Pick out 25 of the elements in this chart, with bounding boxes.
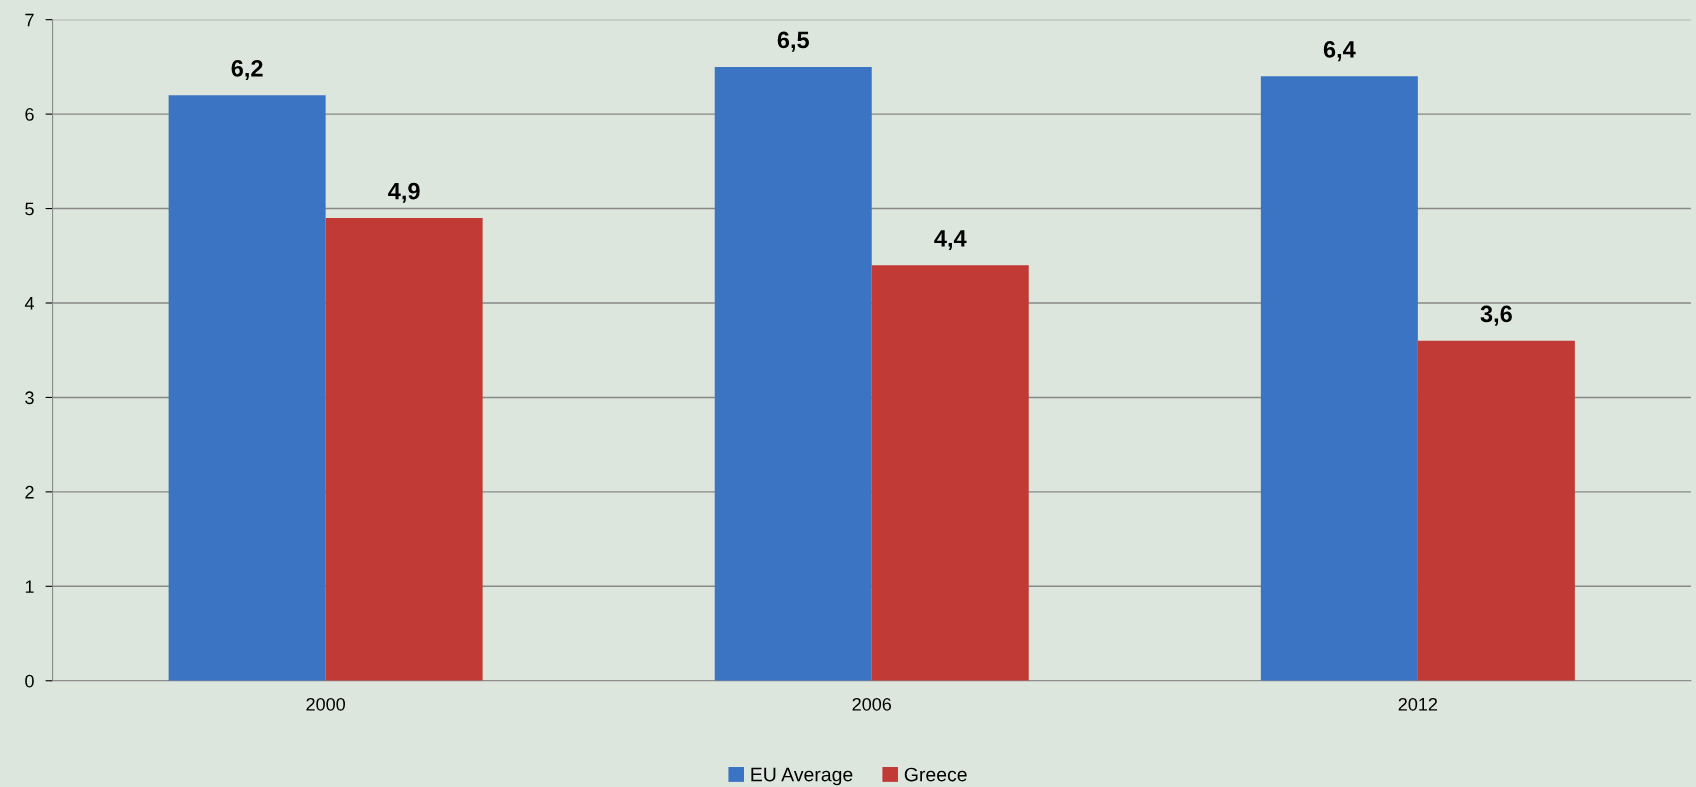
data-label: 4,4 <box>934 230 967 251</box>
y-tick-label: 1 <box>25 580 34 593</box>
bar <box>1260 76 1418 681</box>
y-tick-label: 5 <box>25 202 34 216</box>
data-label: 3,6 <box>1480 305 1512 326</box>
y-tick-label: 7 <box>25 13 34 27</box>
data-label: 4,9 <box>388 182 420 203</box>
y-tick-label: 3 <box>25 391 34 405</box>
bar <box>168 95 326 681</box>
data-label: 6,4 <box>1323 41 1356 62</box>
legend-label: EU Average <box>751 767 853 786</box>
data-label: 6,2 <box>231 59 263 81</box>
x-tick-label: 2012 <box>1398 697 1438 711</box>
bar <box>871 265 1029 681</box>
bar <box>325 218 483 681</box>
legend-label: Greece <box>904 767 967 782</box>
bar <box>714 66 872 681</box>
y-tick-label: 4 <box>24 297 34 310</box>
x-tick-label: 2000 <box>306 697 346 711</box>
y-tick-label: 0 <box>25 674 34 688</box>
data-label: 6,5 <box>777 31 809 52</box>
y-tick-label: 6 <box>25 108 34 121</box>
y-tick-label: 2 <box>25 485 34 499</box>
bar <box>1417 340 1575 681</box>
x-tick-label: 2006 <box>852 697 892 711</box>
